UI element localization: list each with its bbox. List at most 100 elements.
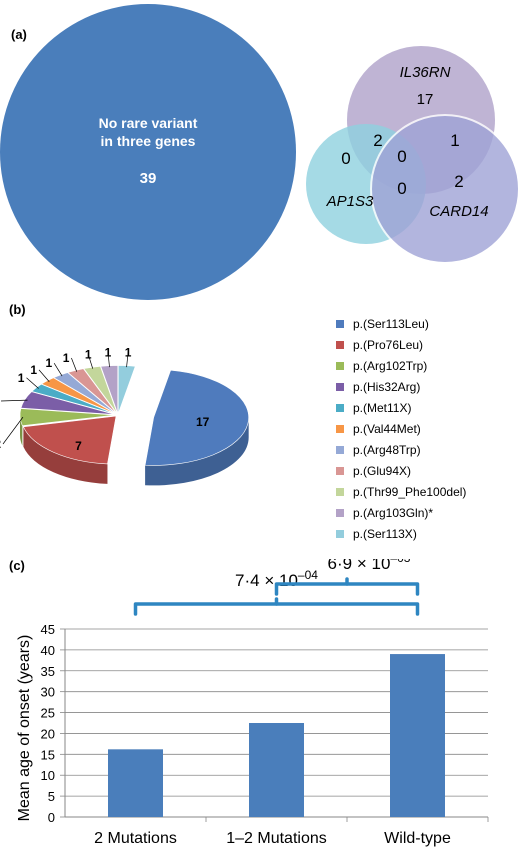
pie-data-label: 1 [45, 356, 52, 370]
venn-il36rn-name: IL36RN [400, 64, 451, 81]
pie-slice [117, 365, 136, 414]
panel-label-b: (b) [9, 302, 26, 317]
y-tick-label: 35 [41, 664, 55, 679]
legend-swatch [336, 340, 344, 349]
bar [108, 749, 163, 817]
legend-swatch [336, 382, 344, 391]
no-variant-label-line1: No rare variant [99, 115, 198, 131]
pie-data-label: 2 [0, 437, 1, 451]
pie-leader-line [53, 362, 63, 377]
venn-card14-name: CARD14 [429, 203, 488, 220]
legend-swatch [336, 319, 344, 328]
panel-label-a: (a) [11, 27, 27, 42]
y-tick-label: 10 [41, 768, 55, 783]
venn-card14-only: 2 [454, 172, 463, 191]
p-value-exponent: –03 [390, 559, 410, 565]
venn-il36rn-ap1s3: 2 [373, 131, 382, 150]
y-tick-label: 20 [41, 726, 55, 741]
venn-ap1s3-card14: 0 [397, 179, 406, 198]
p-value-base: 6·9 × 10 [328, 559, 391, 573]
pie-data-label: 1 [125, 346, 132, 360]
y-tick-label: 5 [48, 789, 55, 804]
bar [249, 723, 304, 817]
legend-item: p.(Val44Met) [336, 418, 466, 439]
y-tick-label: 40 [41, 643, 55, 658]
legend-item: p.(Met11X) [336, 397, 466, 418]
pie-leader-line [0, 399, 28, 402]
legend-item: p.(Ser113Leu) [336, 313, 466, 334]
legend-swatch [336, 424, 344, 433]
pie-slice [40, 377, 116, 415]
p-value-label: 6·9 × 10–03 [328, 559, 411, 573]
venn-il36rn-only: 17 [417, 91, 434, 108]
pie-leader-line [107, 352, 110, 368]
legend-label: p.(Glu94X) [353, 463, 412, 478]
legend-swatch [336, 508, 344, 517]
legend-item: p.(Glu94X) [336, 460, 466, 481]
legend-label: p.(Met11X) [353, 400, 412, 415]
venn-il36rn-card14: 1 [450, 131, 459, 150]
p-value-exponent: –04 [298, 568, 318, 582]
pie-leader-line [126, 352, 129, 368]
legend-item: p.(Ser113X) [336, 523, 466, 544]
pie-data-label: 1 [85, 347, 92, 361]
legend-item: p.(Arg103Gln)* [336, 502, 466, 523]
pie-slice-side [23, 426, 108, 484]
venn-card14-circle [370, 114, 520, 264]
y-tick-label: 0 [48, 810, 55, 825]
no-variant-circle [0, 4, 296, 300]
legend-item: p.(Thr99_Phe100del) [336, 481, 466, 502]
pie-slice [144, 369, 249, 466]
legend-swatch [336, 487, 344, 496]
venn-sets [306, 46, 520, 264]
pie-legend: p.(Ser113Leu) p.(Pro76Leu) p.(Arg102Trp) p.… [336, 313, 466, 544]
venn-ap1s3-only: 0 [341, 149, 350, 168]
x-tick-label: 2 Mutations [94, 830, 177, 847]
legend-label: p.(Pro76Leu) [353, 337, 424, 352]
pie-slice [67, 368, 117, 414]
pie-slice [31, 383, 116, 415]
pie-leader-line [2, 416, 24, 445]
pie-slice [53, 372, 117, 415]
legend-item: p.(Pro76Leu) [336, 334, 466, 355]
pie-slice-side [20, 415, 23, 446]
x-tick-label: 1–2 Mutations [226, 830, 327, 847]
legend-label: p.(Arg102Trp) [353, 358, 428, 373]
pie-chart: 177221111111 [0, 346, 249, 486]
legend-swatch [336, 361, 344, 370]
legend-label: p.(Ser113X) [353, 526, 417, 541]
p-value-base: 7·4 × 10 [235, 571, 298, 590]
panel-label-c: (c) [9, 558, 25, 573]
pie-slice [19, 408, 116, 427]
legend-swatch [336, 529, 344, 538]
y-tick-label: 45 [41, 622, 55, 637]
legend-swatch [336, 466, 344, 475]
legend-label: p.(Val44Met) [353, 421, 421, 436]
y-tick-label: 30 [41, 685, 55, 700]
legend-item: p.(His32Arg) [336, 376, 466, 397]
pie-leader-line [26, 377, 39, 389]
x-tick-label: Wild-type [384, 830, 451, 847]
pie-slice-side [145, 417, 249, 486]
pie-data-label: 1 [63, 351, 70, 365]
legend-item: p.(Arg48Trp) [336, 439, 466, 460]
pie-slice [20, 391, 116, 415]
venn-ap1s3-name: AP1S3 [326, 193, 374, 210]
y-tick-label: 15 [41, 747, 55, 762]
pie-slice [22, 415, 117, 465]
pie-leader-line [71, 357, 78, 372]
pie-data-label: 1 [105, 346, 112, 360]
pie-leader-line [38, 369, 50, 382]
legend-label: p.(Thr99_Phe100del) [353, 484, 467, 499]
legend-label: p.(His32Arg) [353, 379, 421, 394]
venn-chart: No rare variant in three genes 39 IL36RN… [0, 4, 520, 300]
y-axis-label: Mean age of onset (years) [16, 635, 33, 822]
bar-chart: 0 5 10 15 20 25 30 35 40 45 2 Mutations 1–2 Mutatio… [16, 559, 489, 847]
legend-label: p.(Arg48Trp) [353, 442, 421, 457]
pie-data-label: 1 [30, 363, 37, 377]
pie-leader-line [87, 354, 94, 369]
legend-swatch [336, 403, 344, 412]
y-tick-label: 25 [41, 706, 55, 721]
legend-label: p.(Ser113Leu) [353, 316, 429, 331]
venn-triple: 0 [397, 147, 406, 166]
